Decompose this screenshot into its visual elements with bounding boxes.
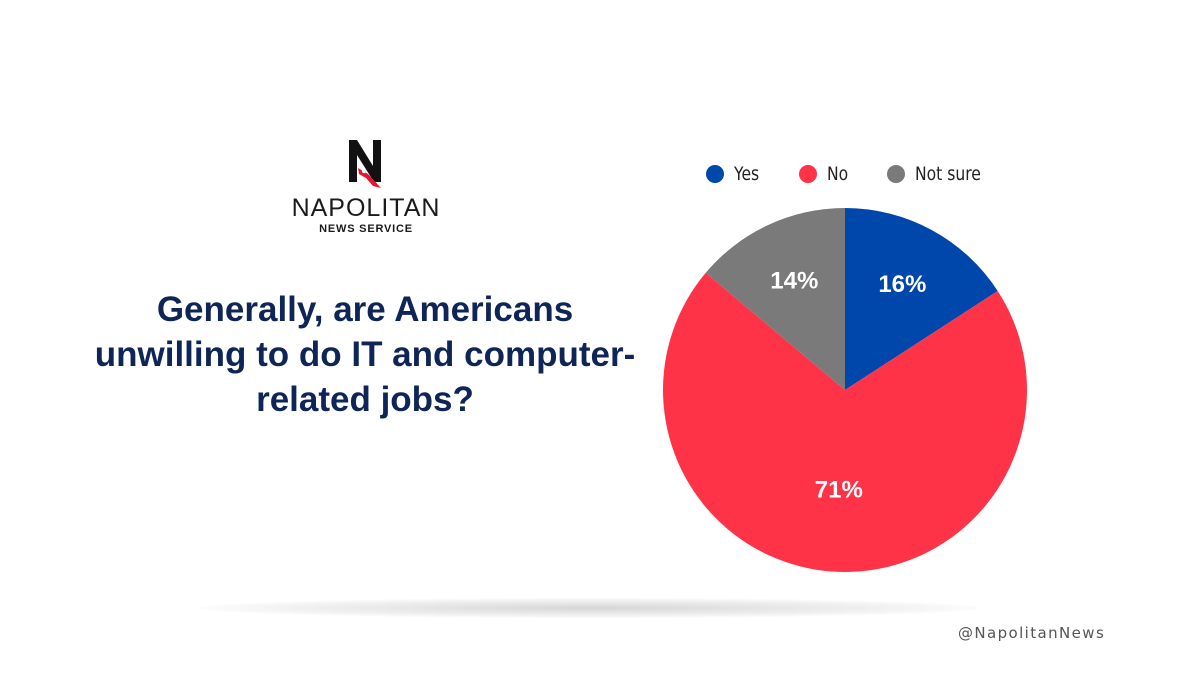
- legend-item-no: No: [798, 163, 853, 185]
- pie-chart: 16% 71% 14%: [663, 208, 1027, 572]
- legend-swatch-yes: [706, 165, 724, 183]
- brand-name: NAPOLITAN: [291, 194, 441, 222]
- pie-slice-not-sure: [705, 208, 845, 390]
- slice-label-not-sure: 14%: [770, 268, 818, 295]
- legend-label-yes: Yes: [734, 163, 760, 185]
- legend-item-yes: Yes: [706, 163, 765, 185]
- card-shadow: [200, 598, 980, 618]
- legend-swatch-no: [798, 165, 817, 183]
- chart-legend: Yes No Not sure: [706, 160, 1029, 188]
- legend-label-not-sure: Not sure: [914, 163, 981, 185]
- legend-swatch-not-sure: [886, 165, 905, 183]
- pie-slice-no: [663, 272, 1027, 572]
- slice-label-no: 71%: [815, 476, 863, 503]
- social-handle: @NapolitanNews: [958, 624, 1106, 642]
- legend-label-no: No: [826, 163, 848, 185]
- brand-block: NAPOLITAN NEWS SERVICE: [286, 138, 446, 236]
- poll-question: Generally, are Americans unwilling to do…: [94, 290, 636, 419]
- pie-slice-yes: [845, 208, 998, 390]
- napolitan-logo-icon: [349, 140, 381, 188]
- slice-label-yes: 16%: [878, 271, 926, 298]
- brand-subtitle: NEWS SERVICE: [319, 223, 413, 235]
- legend-item-not-sure: Not sure: [886, 163, 995, 185]
